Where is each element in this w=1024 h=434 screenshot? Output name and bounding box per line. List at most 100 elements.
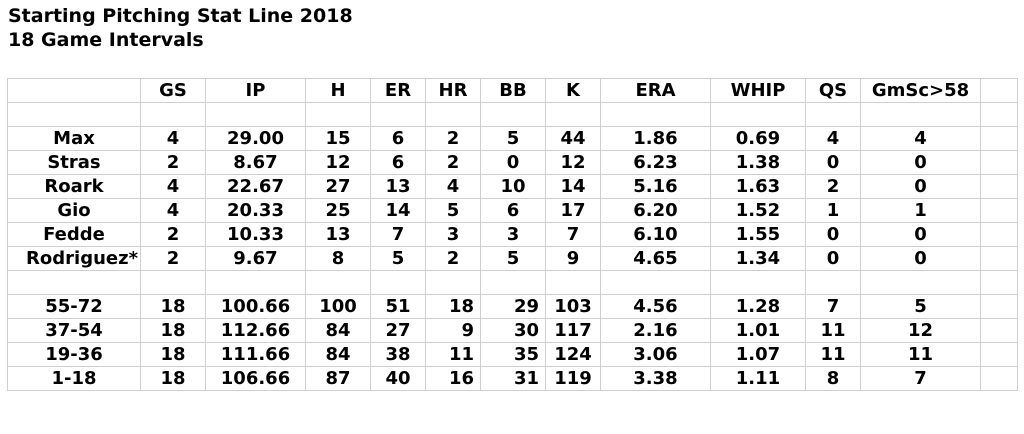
cell-bb: 5 [480, 126, 546, 151]
cell-er: 38 [370, 342, 426, 367]
table-row: Stras 2 8.67 12 6 2 0 12 6.23 1.38 0 0 [7, 150, 1018, 175]
header-cell-gmsc: GmSc>58 [860, 78, 981, 103]
cell-bb: 3 [480, 222, 546, 247]
cell-whip: 1.01 [710, 318, 806, 343]
cell-k: 103 [545, 294, 601, 319]
cell-era: 3.06 [600, 342, 711, 367]
cell-ip: 8.67 [205, 150, 306, 175]
cell-gmsc: 11 [860, 342, 981, 367]
cell-era: 3.38 [600, 366, 711, 391]
blank-row [7, 270, 1018, 295]
cell-ip: 100.66 [205, 294, 306, 319]
cell-h: 27 [305, 174, 371, 199]
empty-cell [980, 222, 1018, 247]
cell-era: 1.86 [600, 126, 711, 151]
cell-hr: 2 [425, 126, 481, 151]
header-cell-gs: GS [140, 78, 206, 103]
cell-gs: 4 [140, 126, 206, 151]
cell-gs: 2 [140, 246, 206, 271]
empty-cell [980, 294, 1018, 319]
sheet-title: Starting Pitching Stat Line 2018 [8, 5, 353, 27]
cell-qs: 4 [805, 126, 861, 151]
header-row: GS IP H ER HR BB K ERA WHIP QS GmSc>58 [7, 78, 1018, 103]
cell-er: 27 [370, 318, 426, 343]
cell-hr: 9 [425, 318, 481, 343]
cell-k: 14 [545, 174, 601, 199]
cell-h: 12 [305, 150, 371, 175]
cell-k: 44 [545, 126, 601, 151]
cell-er: 13 [370, 174, 426, 199]
row-label: 37-54 [7, 318, 141, 343]
cell-gmsc: 0 [860, 222, 981, 247]
empty-cell [980, 150, 1018, 175]
cell-whip: 1.52 [710, 198, 806, 223]
cell-whip: 1.28 [710, 294, 806, 319]
cell-hr: 18 [425, 294, 481, 319]
cell-er: 7 [370, 222, 426, 247]
cell-ip: 22.67 [205, 174, 306, 199]
cell-hr: 11 [425, 342, 481, 367]
cell-whip: 1.11 [710, 366, 806, 391]
cell-k: 12 [545, 150, 601, 175]
cell-whip: 1.38 [710, 150, 806, 175]
cell-k: 124 [545, 342, 601, 367]
cell-k: 7 [545, 222, 601, 247]
cell-gmsc: 4 [860, 126, 981, 151]
cell-h: 100 [305, 294, 371, 319]
cell-whip: 1.55 [710, 222, 806, 247]
cell-er: 51 [370, 294, 426, 319]
cell-er: 40 [370, 366, 426, 391]
cell-bb: 6 [480, 198, 546, 223]
cell-h: 84 [305, 342, 371, 367]
sheet-subtitle: 18 Game Intervals [8, 29, 204, 51]
row-label: Roark [7, 174, 141, 199]
cell-qs: 1 [805, 198, 861, 223]
cell-hr: 5 [425, 198, 481, 223]
cell-qs: 11 [805, 342, 861, 367]
cell-gs: 4 [140, 174, 206, 199]
cell-ip: 29.00 [205, 126, 306, 151]
table-row: Fedde 2 10.33 13 7 3 3 7 6.10 1.55 0 0 [7, 222, 1018, 247]
cell-er: 14 [370, 198, 426, 223]
cell-ip: 20.33 [205, 198, 306, 223]
cell-gmsc: 1 [860, 198, 981, 223]
cell-ip: 9.67 [205, 246, 306, 271]
cell-qs: 2 [805, 174, 861, 199]
empty-cell [980, 342, 1018, 367]
table-row: 19-36 18 111.66 84 38 11 35 124 3.06 1.0… [7, 342, 1018, 367]
cell-gs: 18 [140, 294, 206, 319]
cell-gmsc: 5 [860, 294, 981, 319]
cell-hr: 4 [425, 174, 481, 199]
cell-qs: 0 [805, 150, 861, 175]
header-cell-qs: QS [805, 78, 861, 103]
header-cell-era: ERA [600, 78, 711, 103]
cell-whip: 1.34 [710, 246, 806, 271]
empty-cell [980, 78, 1018, 103]
cell-hr: 2 [425, 150, 481, 175]
cell-bb: 0 [480, 150, 546, 175]
row-label: 1-18 [7, 366, 141, 391]
row-label: Rodriguez* [7, 246, 141, 271]
cell-bb: 29 [480, 294, 546, 319]
table-row: 37-54 18 112.66 84 27 9 30 117 2.16 1.01… [7, 318, 1018, 343]
cell-gmsc: 7 [860, 366, 981, 391]
stats-table: GS IP H ER HR BB K ERA WHIP QS GmSc>58 M… [7, 78, 1018, 391]
row-label: 55-72 [7, 294, 141, 319]
header-cell-k: K [545, 78, 601, 103]
table-row: Gio 4 20.33 25 14 5 6 17 6.20 1.52 1 1 [7, 198, 1018, 223]
cell-era: 6.23 [600, 150, 711, 175]
title-block: Starting Pitching Stat Line 2018 18 Game… [8, 4, 353, 52]
blank-row [7, 102, 1018, 127]
cell-gs: 2 [140, 150, 206, 175]
cell-h: 87 [305, 366, 371, 391]
cell-qs: 8 [805, 366, 861, 391]
table-row: 1-18 18 106.66 87 40 16 31 119 3.38 1.11… [7, 366, 1018, 391]
cell-er: 6 [370, 126, 426, 151]
header-cell-name [7, 78, 141, 103]
table-row: Max 4 29.00 15 6 2 5 44 1.86 0.69 4 4 [7, 126, 1018, 151]
cell-k: 119 [545, 366, 601, 391]
cell-bb: 30 [480, 318, 546, 343]
cell-ip: 106.66 [205, 366, 306, 391]
cell-qs: 7 [805, 294, 861, 319]
cell-gmsc: 12 [860, 318, 981, 343]
